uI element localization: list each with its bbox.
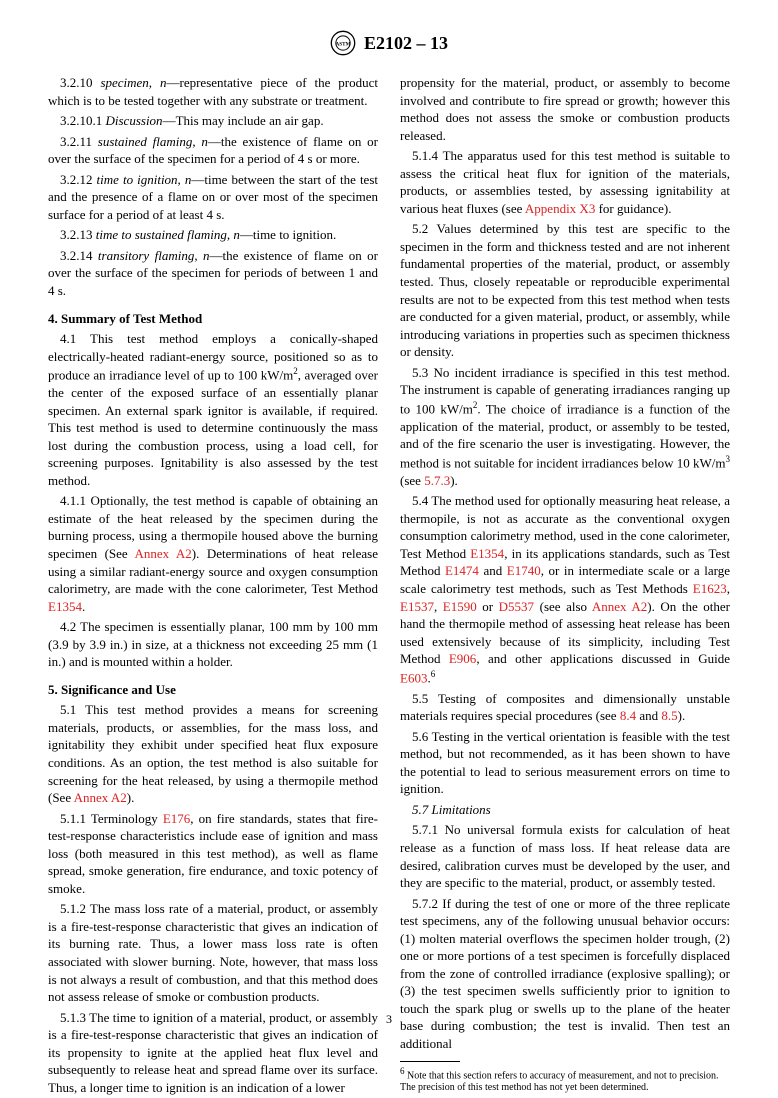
link-annex-a2[interactable]: Annex A2 xyxy=(134,546,191,561)
document-title: E2102 – 13 xyxy=(364,31,448,55)
astm-logo: ASTM xyxy=(330,30,356,56)
para-5-1-3-cont: propensity for the material, product, or… xyxy=(400,74,730,144)
para-5-1-3: 5.1.3 The time to ignition of a material… xyxy=(48,1009,378,1097)
link-e1474[interactable]: E1474 xyxy=(445,563,479,578)
para-4-1-1: 4.1.1 Optionally, the test method is cap… xyxy=(48,492,378,615)
para-5-3: 5.3 No incident irradiance is specified … xyxy=(400,364,730,489)
para-5-2: 5.2 Values determined by this test are s… xyxy=(400,220,730,360)
para-5-7-2: 5.7.2 If during the test of one or more … xyxy=(400,895,730,1053)
para-5-4: 5.4 The method used for optionally measu… xyxy=(400,492,730,686)
link-e1740[interactable]: E1740 xyxy=(507,563,541,578)
link-e1354[interactable]: E1354 xyxy=(48,599,82,614)
link-appendix-x3[interactable]: Appendix X3 xyxy=(525,201,595,216)
section-5-heading: 5. Significance and Use xyxy=(48,681,378,699)
link-e1590[interactable]: E1590 xyxy=(443,599,477,614)
link-e1354-b[interactable]: E1354 xyxy=(470,546,504,561)
page-number: 3 xyxy=(386,1011,392,1027)
def-3-2-12: 3.2.12 time to ignition, n—time between … xyxy=(48,171,378,224)
para-5-1-2: 5.1.2 The mass loss rate of a material, … xyxy=(48,900,378,1005)
para-5-7: 5.7 Limitations xyxy=(400,801,730,819)
link-e603[interactable]: E603 xyxy=(400,670,427,685)
footnote-rule xyxy=(400,1061,460,1062)
link-5-7-3[interactable]: 5.7.3 xyxy=(424,473,450,488)
para-4-1: 4.1 This test method employs a conically… xyxy=(48,330,378,489)
def-3-2-13: 3.2.13 time to sustained flaming, n—time… xyxy=(48,226,378,244)
def-3-2-10-1: 3.2.10.1 Discussion—This may include an … xyxy=(48,112,378,130)
link-annex-a2-b[interactable]: Annex A2 xyxy=(74,790,127,805)
section-4-heading: 4. Summary of Test Method xyxy=(48,310,378,328)
link-e176[interactable]: E176 xyxy=(163,811,190,826)
link-8-5[interactable]: 8.5 xyxy=(661,708,677,723)
para-4-2: 4.2 The specimen is essentially planar, … xyxy=(48,618,378,671)
page-header: ASTM E2102 – 13 xyxy=(48,30,730,56)
link-e1623[interactable]: E1623 xyxy=(693,581,727,596)
link-e1537[interactable]: E1537 xyxy=(400,599,434,614)
link-8-4[interactable]: 8.4 xyxy=(620,708,636,723)
para-5-1: 5.1 This test method provides a means fo… xyxy=(48,701,378,806)
def-3-2-14: 3.2.14 transitory flaming, n—the existen… xyxy=(48,247,378,300)
para-5-5: 5.5 Testing of composites and dimensiona… xyxy=(400,690,730,725)
def-3-2-10: 3.2.10 specimen, n—representative piece … xyxy=(48,74,378,109)
para-5-6: 5.6 Testing in the vertical orientation … xyxy=(400,728,730,798)
footnote-6: 6 Note that this section refers to accur… xyxy=(400,1066,730,1094)
def-3-2-11: 3.2.11 sustained flaming, n—the existenc… xyxy=(48,133,378,168)
para-5-1-4: 5.1.4 The apparatus used for this test m… xyxy=(400,147,730,217)
para-5-7-1: 5.7.1 No universal formula exists for ca… xyxy=(400,821,730,891)
svg-text:ASTM: ASTM xyxy=(335,42,350,48)
body-columns: 3.2.10 specimen, n—representative piece … xyxy=(48,74,730,1098)
para-5-1-1: 5.1.1 Terminology E176, on fire standard… xyxy=(48,810,378,898)
link-d5537[interactable]: D5537 xyxy=(499,599,534,614)
link-e906[interactable]: E906 xyxy=(449,651,476,666)
link-annex-a2-c[interactable]: Annex A2 xyxy=(592,599,647,614)
